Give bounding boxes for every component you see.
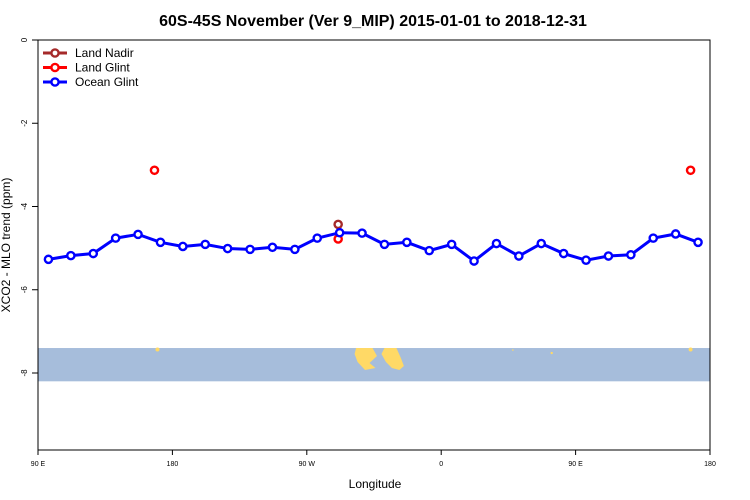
series-layer [43, 165, 703, 266]
land-glint-point [149, 165, 160, 176]
ocean-glint-point [222, 243, 233, 254]
legend-item-land-nadir: Land Nadir [43, 46, 134, 60]
x-tick-label: 90 E [31, 461, 46, 468]
plot-frame [37, 39, 711, 451]
ocean-glint-point [110, 233, 121, 243]
plot-area: 0 -2 -4 -6 -8 90 E 180 90 W 0 90 E 180 [20, 37, 716, 468]
ocean-glint-point [514, 251, 524, 261]
ocean-glint-point [357, 228, 367, 238]
ocean-glint-point [670, 229, 681, 239]
map-land [512, 349, 514, 351]
ocean-glint-point [424, 245, 435, 256]
ocean-glint-point [379, 239, 390, 250]
legend-label: Land Nadir [75, 46, 134, 60]
ocean-glint-line [48, 231, 699, 263]
legend-item-land-glint: Land Glint [43, 61, 130, 75]
ocean-glint-point [178, 241, 188, 252]
ocean-glint-point [603, 251, 614, 261]
y-tick-label: 0 [20, 37, 29, 42]
ocean-glint-point [469, 256, 479, 266]
ocean-glint-point [536, 238, 547, 249]
legend-swatch-marker [50, 62, 60, 73]
ocean-glint-point [267, 242, 278, 253]
legend-swatch-marker [50, 48, 60, 58]
ocean-glint-point [290, 244, 300, 255]
ocean-glint-point [133, 229, 143, 240]
x-tick-label: 90 E [568, 461, 583, 468]
x-axis-label: Longitude [349, 477, 402, 491]
y-tick-label: -4 [20, 202, 29, 210]
map-land [390, 358, 394, 362]
map-land [155, 347, 160, 352]
map-land [354, 348, 377, 371]
chart-title: 60S-45S November (Ver 9_MIP) 2015-01-01 … [159, 13, 587, 30]
x-axis: 90 E 180 90 W 0 90 E 180 [31, 450, 716, 468]
legend-label: Ocean Glint [75, 75, 139, 89]
ocean-glint-point [446, 239, 457, 250]
land-glint-point [685, 165, 696, 176]
map-band [38, 347, 710, 382]
ocean-glint-point [334, 227, 345, 238]
ocean-glint-point [581, 255, 591, 265]
ocean-glint-point [648, 233, 659, 243]
y-axis: 0 -2 -4 -6 -8 [20, 37, 38, 377]
legend-label: Land Glint [75, 61, 130, 75]
ocean-glint-point [312, 233, 323, 243]
ocean-glint-point [155, 237, 166, 248]
ocean-glint-point [43, 254, 54, 265]
legend-swatch-marker [50, 77, 60, 87]
y-tick-label: -2 [20, 119, 29, 127]
x-tick-label: 180 [704, 461, 716, 468]
x-tick-label: 0 [439, 461, 443, 468]
ocean-glint-point [626, 249, 636, 260]
ocean-glint-point [402, 237, 412, 248]
y-tick-label: -8 [20, 369, 29, 377]
ocean-glint-point [693, 237, 703, 248]
map-land [550, 351, 553, 355]
map-land [688, 347, 693, 352]
land-nadir-point [333, 219, 343, 230]
ocean-glint-point [200, 239, 211, 250]
ocean-glint-point [66, 250, 76, 261]
x-tick-label: 90 W [299, 461, 316, 468]
ocean-glint-point [491, 238, 502, 249]
ocean-glint-point [558, 248, 569, 259]
ocean-glint-point [88, 248, 99, 259]
x-tick-label: 180 [167, 461, 179, 468]
y-tick-label: -6 [20, 286, 29, 294]
y-axis-label: XCO2 - MLO trend (ppm) [0, 178, 13, 313]
legend-item-ocean-glint: Ocean Glint [43, 75, 139, 89]
ocean-glint-point [245, 244, 255, 255]
